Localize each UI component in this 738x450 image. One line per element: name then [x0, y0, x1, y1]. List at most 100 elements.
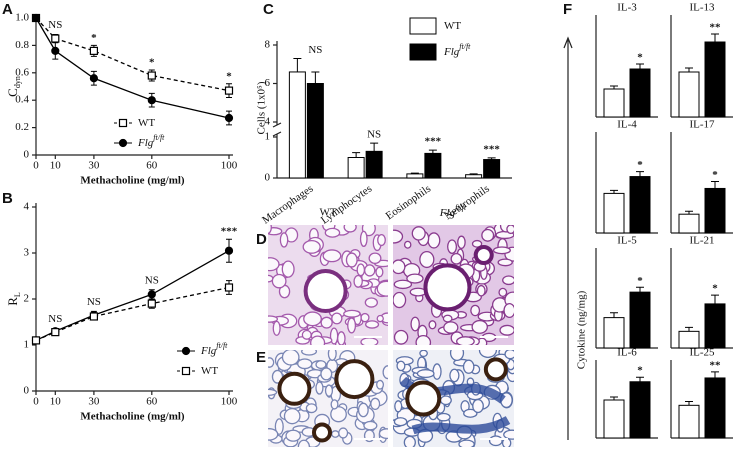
- panel-title: IL-21: [689, 235, 714, 247]
- alveolus: [301, 329, 312, 340]
- legend-label: WT: [201, 365, 218, 377]
- marker: [147, 96, 156, 105]
- significance: *: [637, 365, 643, 377]
- panel-letter: A: [2, 1, 13, 18]
- alveolus: [345, 252, 358, 268]
- error-bar: [711, 294, 719, 304]
- alveolus: [442, 314, 453, 323]
- alveolus: [458, 439, 475, 447]
- bar: [347, 157, 365, 179]
- alveolus: [394, 400, 403, 413]
- alveolus: [343, 309, 361, 318]
- alveolus: [315, 360, 327, 370]
- bar: [406, 173, 424, 179]
- marker: [224, 246, 234, 255]
- alveolus: [327, 350, 337, 361]
- significance: *: [637, 275, 643, 287]
- alveolus: [481, 228, 495, 242]
- legend-sup: ft/ft: [216, 341, 228, 350]
- alveolus: [409, 287, 427, 297]
- x-tick-label: 100: [221, 160, 238, 172]
- alveolus: [359, 230, 368, 248]
- alveolus: [471, 239, 483, 248]
- alveolus: [283, 407, 301, 425]
- marker: [118, 118, 128, 128]
- bar: [629, 68, 651, 118]
- legend-label: Flgft/ft: [137, 133, 165, 149]
- marker: [118, 138, 128, 148]
- significance: NS: [48, 19, 62, 31]
- alveolus: [376, 280, 388, 297]
- alveolus: [503, 429, 514, 440]
- significance: NS: [48, 313, 62, 325]
- alveolus: [416, 369, 435, 379]
- alveolus: [471, 319, 488, 334]
- bar: [629, 176, 651, 234]
- alveolus: [285, 429, 302, 442]
- alveolus: [428, 320, 437, 330]
- y-tick-label: 8: [265, 39, 271, 51]
- alveolus: [449, 368, 460, 383]
- y-tick-label: 1: [24, 339, 30, 351]
- x-tick-label: 60: [146, 160, 158, 172]
- alveolus: [462, 359, 475, 374]
- alveolus: [320, 367, 333, 381]
- y-axis-label: Cytokine (ng/mg): [576, 290, 588, 369]
- alveolus: [324, 384, 334, 397]
- marker: [181, 346, 191, 356]
- alveolus: [365, 320, 380, 329]
- bar: [603, 88, 625, 118]
- y-label-sub: L: [13, 292, 22, 297]
- significance: *: [712, 283, 718, 295]
- x-tick-label: 10: [50, 396, 62, 408]
- significance: ***: [425, 136, 442, 148]
- y-tick-label: 1.0: [15, 12, 29, 24]
- bar: [704, 303, 726, 349]
- legend-sup: ft/ft: [153, 133, 165, 142]
- marker: [224, 86, 234, 95]
- alveolus: [302, 239, 321, 254]
- airway: [312, 422, 332, 443]
- significance: ***: [221, 226, 238, 238]
- panel-title: IL-6: [617, 347, 637, 359]
- error-bar: [685, 326, 693, 332]
- panel-title: IL-17: [689, 119, 715, 131]
- significance: ***: [483, 143, 500, 155]
- panel-title: IL-5: [617, 235, 637, 247]
- marker: [147, 299, 156, 308]
- bar: [629, 291, 651, 349]
- marker: [89, 312, 99, 321]
- column-sup: ft/ft: [455, 203, 467, 212]
- alveolus: [297, 439, 311, 447]
- alveolus: [370, 397, 381, 411]
- bar: [603, 192, 625, 234]
- alveolus: [375, 266, 384, 278]
- x-axis-label: Methacholine (mg/ml): [80, 411, 185, 423]
- error-bar: [352, 152, 361, 158]
- alveolus: [436, 412, 451, 422]
- y-axis-label: Cdyn: [5, 76, 22, 97]
- x-tick-label: Lymphocytes: [319, 183, 374, 227]
- significance: **: [710, 359, 722, 371]
- bar: [424, 152, 442, 179]
- error-bar: [711, 371, 719, 378]
- alveolus: [268, 225, 272, 234]
- series-line: [35, 17, 230, 92]
- marker: [224, 283, 234, 292]
- alveolus: [396, 360, 406, 372]
- bar: [483, 159, 501, 179]
- y-tick-label: 4: [24, 201, 30, 213]
- series-line: [35, 286, 230, 341]
- alveolus: [439, 395, 452, 406]
- alveolus: [497, 258, 513, 267]
- alveolus: [403, 435, 416, 447]
- x-tick-label: Macrophages: [260, 183, 315, 227]
- bar: [288, 71, 306, 179]
- legend-label: WT: [138, 117, 155, 129]
- alveolus: [382, 365, 388, 380]
- axis-break: [272, 131, 282, 137]
- marker: [224, 113, 234, 123]
- bar: [704, 377, 726, 439]
- alveolus: [353, 274, 363, 288]
- alveolus: [305, 403, 318, 414]
